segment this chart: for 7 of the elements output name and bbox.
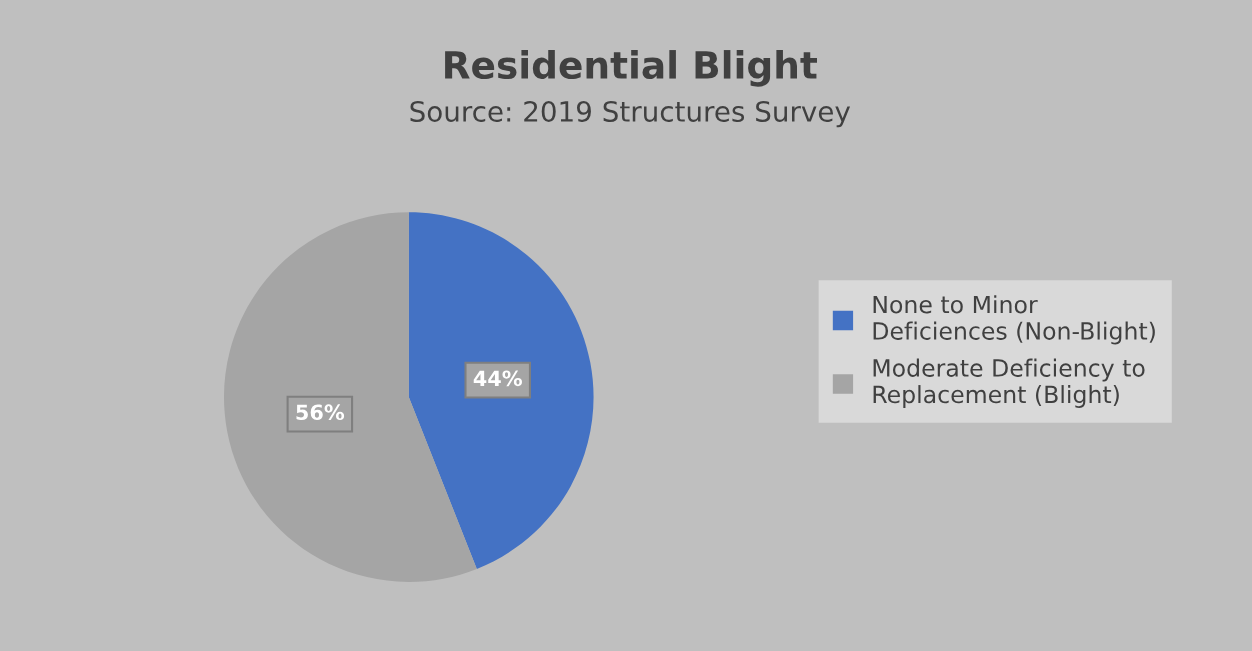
chart-title: Residential Blight [445,50,817,87]
data-label: 44% [473,370,522,387]
chart-subtitle: Source: 2019 Structures Survey [410,100,851,128]
pie-slice [408,212,594,569]
data-label: 56% [296,404,345,421]
legend-label: Moderate Deficiency to Replacement (Blight) [873,358,1145,408]
legend-label: None to Minor Deficiences (Non-Blight) [873,295,1155,345]
